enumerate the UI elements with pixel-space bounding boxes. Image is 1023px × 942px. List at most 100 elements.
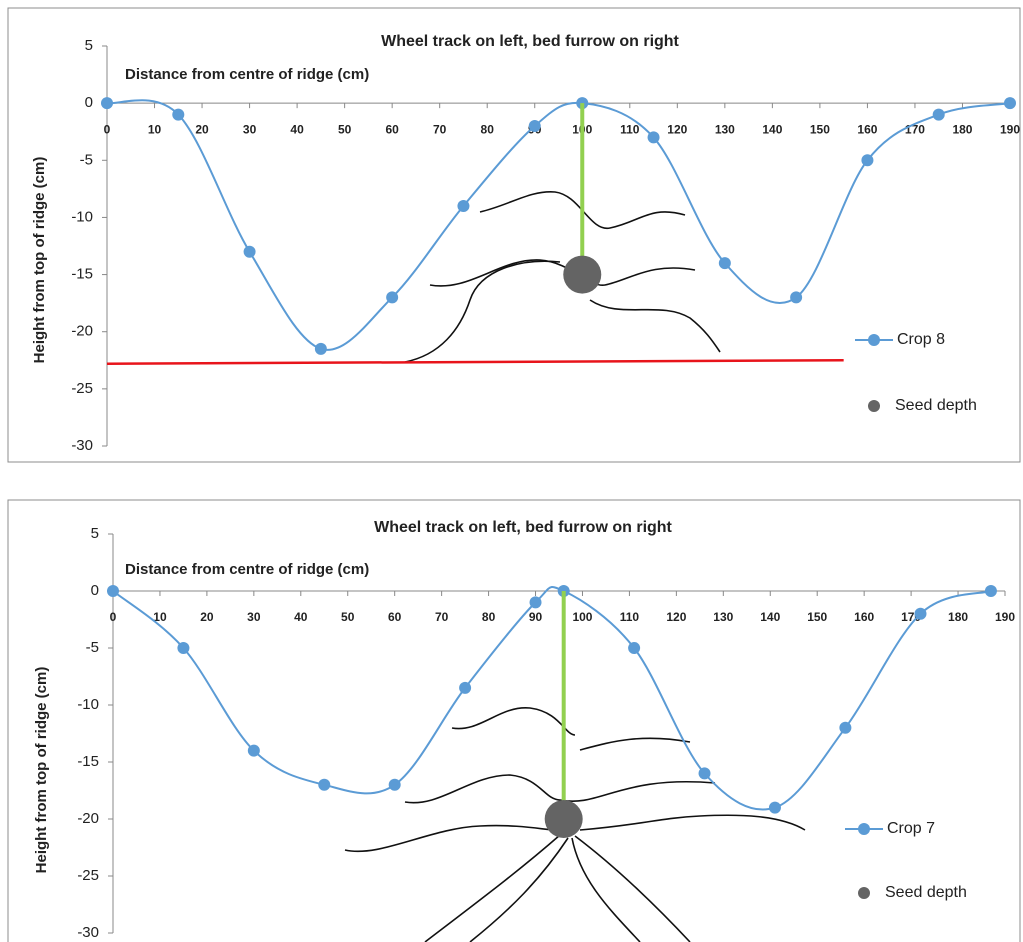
y-tick-label: 0 <box>91 582 99 599</box>
data-point <box>243 245 256 258</box>
x-tick-label: 110 <box>620 610 640 624</box>
data-point <box>107 585 119 597</box>
data-point <box>318 778 331 791</box>
x-tick-label: 10 <box>148 122 162 136</box>
y-tick-label: -5 <box>86 639 99 656</box>
x-tick-label: 130 <box>713 610 733 624</box>
x-tick-label: 110 <box>620 122 640 136</box>
x-tick-label: 50 <box>338 122 352 136</box>
y-tick-label: -15 <box>77 753 99 770</box>
x-axis-label: Distance from centre of ridge (cm) <box>125 66 369 83</box>
x-tick-label: 80 <box>481 122 495 136</box>
data-point <box>1004 97 1016 110</box>
y-tick-label: 5 <box>91 525 99 542</box>
x-tick-label: 70 <box>433 122 447 136</box>
x-tick-label: 150 <box>807 610 827 624</box>
y-tick-label: -10 <box>71 208 93 225</box>
root-sketch <box>344 707 806 942</box>
x-tick-label: 180 <box>948 610 968 624</box>
x-tick-label: 180 <box>952 122 972 136</box>
y-tick-label: 5 <box>85 37 93 54</box>
x-axis-label: Distance from centre of ridge (cm) <box>125 561 369 578</box>
y-tick-label: -15 <box>71 266 93 283</box>
x-tick-label: 20 <box>200 610 214 624</box>
data-point <box>529 596 542 609</box>
y-tick-label: -25 <box>77 867 99 884</box>
chart: Wheel track on left, bed furrow on right… <box>31 33 1020 454</box>
data-point <box>247 744 260 757</box>
data-point <box>914 607 927 620</box>
reference-line <box>106 359 844 365</box>
data-point <box>932 108 945 121</box>
chart: Wheel track on left, bed furrow on right… <box>33 519 1015 941</box>
x-tick-label: 160 <box>854 610 874 624</box>
x-tick-label: 140 <box>762 122 782 136</box>
legend-marker <box>858 823 870 835</box>
x-tick-label: 10 <box>153 610 167 624</box>
x-tick-label: 120 <box>666 610 686 624</box>
data-point <box>457 200 470 212</box>
chart-title: Wheel track on left, bed furrow on right <box>374 519 672 536</box>
chart-frame <box>7 7 1021 463</box>
y-tick-label: -20 <box>77 810 99 827</box>
x-tick-label: 160 <box>857 122 877 136</box>
seed-point <box>544 800 583 838</box>
x-tick-label: 140 <box>760 610 780 624</box>
x-tick-label: 190 <box>1000 122 1020 136</box>
chart-frame <box>7 499 1021 942</box>
data-point <box>528 120 541 132</box>
x-tick-label: 100 <box>572 610 592 624</box>
y-tick-label: -10 <box>77 696 99 713</box>
data-point <box>768 801 781 814</box>
data-point <box>386 291 399 304</box>
data-point <box>790 291 803 304</box>
data-point <box>984 585 997 597</box>
y-axis-label: Height from top of ridge (cm) <box>31 157 48 364</box>
root-sketch <box>404 191 721 363</box>
x-tick-label: 190 <box>995 610 1015 624</box>
x-tick-label: 130 <box>715 122 735 136</box>
y-tick-label: -5 <box>80 151 93 168</box>
chart-title: Wheel track on left, bed furrow on right <box>381 33 679 50</box>
y-tick-label: -20 <box>71 323 93 340</box>
data-line <box>106 99 1011 351</box>
data-point <box>698 767 711 780</box>
data-point <box>861 154 874 167</box>
x-tick-label: 70 <box>435 610 449 624</box>
data-point <box>388 778 401 791</box>
data-point <box>647 131 660 144</box>
data-point <box>177 642 190 654</box>
legend-marker <box>858 887 870 899</box>
x-tick-label: 90 <box>529 610 543 624</box>
x-tick-label: 50 <box>341 610 355 624</box>
y-tick-label: 0 <box>85 94 93 111</box>
x-tick-label: 0 <box>104 122 111 136</box>
legend-marker <box>868 400 880 412</box>
data-point <box>314 342 327 355</box>
y-tick-label: -30 <box>71 437 93 454</box>
x-tick-label: 20 <box>195 122 209 136</box>
x-tick-label: 80 <box>482 610 496 624</box>
x-tick-label: 60 <box>388 610 402 624</box>
x-tick-label: 40 <box>290 122 304 136</box>
legend-label: Crop 7 <box>887 820 935 837</box>
y-tick-label: -25 <box>71 380 93 397</box>
x-tick-label: 40 <box>294 610 308 624</box>
x-tick-label: 30 <box>247 610 261 624</box>
legend-label: Seed depth <box>885 884 967 901</box>
x-tick-label: 0 <box>110 610 117 624</box>
seed-point <box>563 255 602 294</box>
y-tick-label: -30 <box>77 924 99 941</box>
x-tick-label: 60 <box>385 122 399 136</box>
x-tick-label: 120 <box>667 122 687 136</box>
legend-marker <box>868 334 880 346</box>
x-tick-label: 30 <box>243 122 257 136</box>
data-point <box>628 642 641 654</box>
data-point <box>101 97 113 110</box>
data-point <box>839 721 852 734</box>
data-point <box>459 681 472 694</box>
x-tick-label: 150 <box>810 122 830 136</box>
data-point <box>718 257 731 270</box>
